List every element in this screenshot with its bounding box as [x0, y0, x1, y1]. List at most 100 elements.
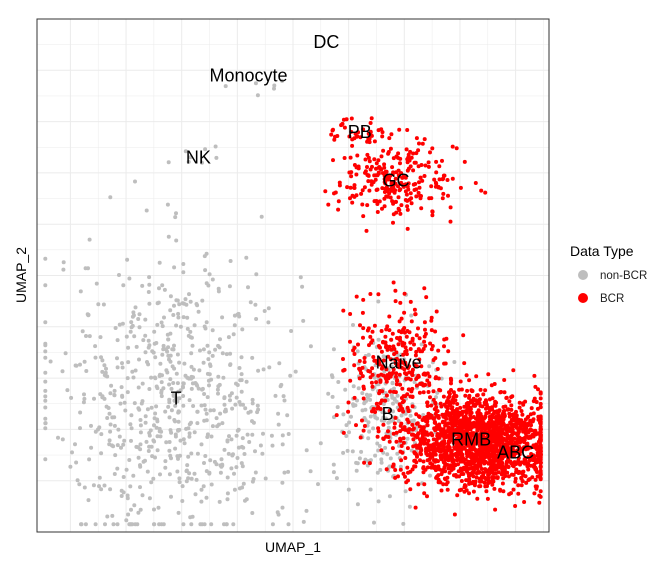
non-bcr-point [119, 385, 124, 390]
bcr-point [409, 196, 414, 201]
bcr-point [349, 116, 354, 121]
non-bcr-point [135, 522, 140, 527]
non-bcr-point [210, 277, 215, 282]
non-bcr-point [234, 395, 239, 400]
non-bcr-point [147, 387, 152, 391]
non-bcr-point [181, 385, 185, 390]
non-bcr-point [372, 413, 377, 418]
non-bcr-point [137, 312, 142, 317]
bcr-point [432, 407, 437, 412]
bcr-point [519, 475, 524, 480]
non-bcr-point [360, 408, 365, 413]
bcr-point [397, 408, 402, 413]
bcr-point [356, 342, 360, 347]
non-bcr-point [289, 329, 294, 333]
bcr-point [420, 178, 425, 183]
non-bcr-point [138, 442, 143, 447]
non-bcr-point [439, 376, 444, 381]
bcr-point [393, 288, 398, 293]
non-bcr-point [250, 397, 255, 402]
bcr-point [370, 338, 375, 343]
bcr-point [341, 430, 346, 435]
non-bcr-point [349, 414, 353, 419]
non-bcr-point [228, 362, 233, 367]
bcr-point [422, 339, 427, 344]
bcr-point [376, 373, 381, 378]
bcr-point [419, 364, 424, 369]
bcr-point [450, 437, 454, 442]
non-bcr-point [362, 400, 367, 405]
non-bcr-point [168, 294, 173, 299]
bcr-point [376, 426, 381, 431]
non-bcr-point [187, 422, 192, 427]
non-bcr-point [43, 421, 48, 426]
bcr-point [400, 450, 405, 455]
bcr-point [523, 459, 528, 464]
bcr-point [408, 347, 413, 351]
bcr-point [416, 347, 421, 352]
non-bcr-point [70, 450, 74, 455]
non-bcr-point [185, 326, 190, 331]
non-bcr-point [428, 473, 432, 478]
bcr-point [478, 454, 483, 459]
bcr-point [405, 446, 410, 451]
bcr-point [516, 483, 521, 488]
non-bcr-point [229, 466, 234, 471]
bcr-point [430, 209, 435, 214]
non-bcr-point [126, 345, 131, 350]
bcr-point [510, 463, 515, 468]
bcr-point [361, 428, 366, 433]
non-bcr-point [60, 437, 65, 442]
bcr-point [446, 193, 450, 198]
bcr-point [413, 182, 418, 186]
non-bcr-point [65, 388, 70, 393]
non-bcr-point [231, 452, 235, 457]
non-bcr-point [234, 465, 239, 470]
non-bcr-point [200, 298, 205, 303]
non-bcr-point [227, 393, 232, 398]
bcr-point [460, 412, 464, 416]
bcr-point [511, 412, 516, 417]
non-bcr-point [120, 321, 125, 326]
non-bcr-point [177, 476, 182, 481]
bcr-point [352, 395, 357, 400]
bcr-point [369, 182, 374, 187]
non-bcr-point [366, 436, 371, 441]
bcr-point [535, 474, 540, 479]
bcr-point [395, 336, 399, 340]
bcr-point [535, 406, 540, 411]
bcr-point [401, 327, 406, 332]
non-bcr-point [160, 324, 165, 329]
non-bcr-point [226, 335, 231, 340]
bcr-point [434, 437, 439, 442]
non-bcr-point [207, 272, 212, 277]
non-bcr-point [177, 409, 181, 414]
bcr-point [349, 174, 354, 179]
bcr-point [345, 185, 350, 190]
bcr-point [500, 419, 505, 424]
non-bcr-point [176, 510, 181, 515]
non-bcr-point [108, 422, 113, 427]
non-bcr-point [128, 484, 133, 489]
bcr-point [443, 415, 448, 420]
non-bcr-point [176, 456, 180, 461]
bcr-point [365, 203, 370, 208]
non-bcr-point [202, 324, 207, 329]
bcr-point [413, 353, 418, 358]
bcr-point [412, 464, 417, 469]
plot-border [36, 18, 550, 533]
non-bcr-point [43, 426, 48, 431]
bcr-point [429, 328, 434, 333]
non-bcr-point [350, 449, 355, 454]
non-bcr-point [84, 334, 88, 338]
non-bcr-point [195, 383, 200, 388]
bcr-point [366, 155, 371, 160]
bcr-point [361, 386, 366, 391]
bcr-point [350, 137, 355, 142]
non-bcr-point [160, 283, 165, 288]
bcr-point [435, 367, 440, 371]
non-bcr-point [43, 457, 48, 462]
non-bcr-point [166, 345, 171, 350]
bcr-point [382, 162, 387, 167]
